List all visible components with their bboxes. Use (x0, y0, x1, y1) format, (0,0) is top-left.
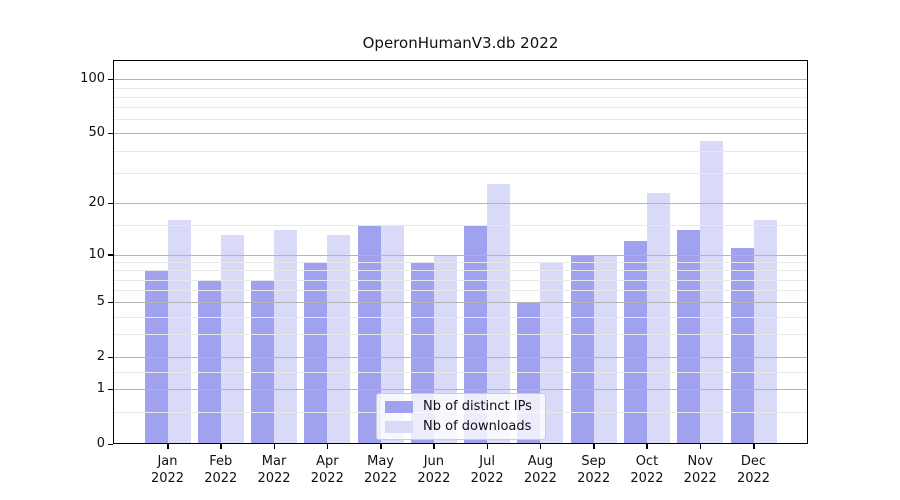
x-tick-label-jan: Jan 2022 (150, 454, 185, 486)
chart-title: OperonHumanV3.db 2022 (362, 34, 559, 52)
legend-item: Nb of distinct IPs (385, 399, 537, 414)
x-tick-mark (486, 444, 489, 449)
y-tick-label: 1 (96, 381, 105, 397)
x-tick-label-dec: Dec 2022 (736, 454, 771, 486)
x-tick-mark (220, 444, 222, 449)
y-tick-label: 10 (88, 246, 105, 262)
x-tick-label-mar: Mar 2022 (257, 454, 291, 486)
x-tick-mark (646, 444, 648, 449)
legend-swatch-downloads (385, 420, 413, 433)
legend-swatch-ips (385, 400, 413, 413)
x-tick-label-jun: Jun 2022 (417, 454, 451, 486)
x-tick-mark (326, 444, 329, 449)
legend-item: Nb of downloads (385, 419, 537, 434)
y-tick-label: 2 (96, 349, 105, 365)
x-tick-label-feb: Feb 2022 (204, 454, 238, 486)
x-tick-mark (753, 444, 755, 449)
x-tick-label-may: May 2022 (364, 454, 398, 486)
x-tick-label-nov: Nov 2022 (683, 454, 717, 486)
x-tick-label-sep: Sep 2022 (577, 454, 611, 486)
x-tick-label-oct: Oct 2022 (630, 454, 664, 486)
y-tick-label: 20 (88, 195, 105, 211)
x-tick-mark (167, 444, 169, 449)
legend-label: Nb of downloads (423, 419, 532, 434)
x-tick-label-aug: Aug 2022 (523, 454, 557, 486)
y-tick-label: 5 (96, 294, 105, 310)
x-tick-mark (699, 444, 702, 449)
legend: Nb of distinct IPs Nb of downloads (376, 393, 546, 440)
x-tick-label-jul: Jul 2022 (470, 454, 504, 486)
y-tick-label: 0 (96, 436, 105, 451)
legend-label: Nb of distinct IPs (423, 399, 532, 414)
x-tick-mark (273, 444, 276, 449)
x-tick-mark (539, 444, 542, 449)
plot-area-frame (113, 60, 808, 444)
x-tick-mark (593, 444, 595, 449)
y-tick-label: 100 (80, 71, 105, 87)
x-tick-label-apr: Apr 2022 (310, 454, 344, 486)
y-tick-label: 50 (88, 125, 105, 141)
x-tick-mark (433, 444, 435, 449)
x-tick-mark (380, 444, 382, 449)
